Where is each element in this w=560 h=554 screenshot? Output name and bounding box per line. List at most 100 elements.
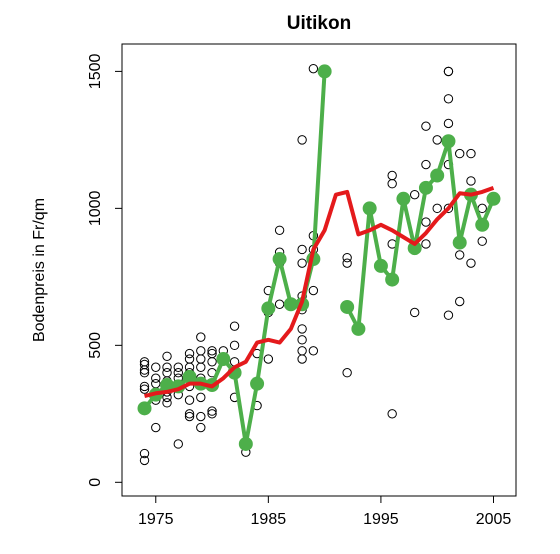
point [432,203,442,214]
line-marker [261,301,276,316]
point [421,239,431,249]
line-marker [418,180,433,195]
point [139,384,150,394]
x-tick-label: 1975 [138,511,174,528]
point [184,354,195,364]
point [173,439,183,449]
point [196,354,206,364]
point [184,411,195,422]
point [443,203,454,214]
point [229,321,240,331]
point [308,63,319,74]
point [421,217,431,227]
point [342,368,352,378]
point [342,258,352,268]
point [297,335,307,345]
point [455,250,465,260]
point [308,346,319,356]
point [196,411,206,422]
y-tick-label: 0 [87,478,104,487]
point [274,299,285,309]
point [162,351,172,361]
line-marker [238,436,253,451]
point [139,359,150,370]
point [308,285,319,296]
point [421,159,431,170]
point [207,409,217,419]
line-marker [216,352,231,367]
point [196,332,206,342]
point [263,354,274,364]
line-marker [250,376,265,391]
point [409,307,420,318]
point [466,148,476,159]
y-tick-label: 1500 [87,53,104,89]
x-tick-label: 2005 [476,511,512,528]
point [297,346,307,356]
line-marker [137,401,152,416]
point [151,362,161,372]
x-tick-label: 1985 [251,511,287,528]
line-marker [317,64,332,79]
point [466,258,476,268]
point [162,362,172,372]
line-marker [486,191,501,206]
point [184,409,195,419]
x-tick-label: 1995 [363,511,399,528]
point [297,354,307,364]
point [139,381,150,392]
y-axis-label: Bodenpreis in Fr/qm [31,198,48,342]
point [477,236,487,246]
point [151,373,161,383]
point [443,118,454,129]
point [139,455,150,466]
point [297,244,307,255]
point [297,324,307,334]
point [184,395,195,405]
point [466,176,476,186]
point [207,357,217,367]
line-marker [407,241,422,256]
point [297,258,307,268]
point [139,448,150,459]
point [196,346,206,356]
line-marker [272,252,287,267]
point [184,348,195,359]
y-tick-label: 1000 [87,190,104,226]
line-marker [362,201,377,216]
chart-title: Uitikon [287,13,351,34]
line-marker [475,217,490,232]
line [144,185,495,398]
point [196,362,206,372]
point [229,340,240,351]
point [409,189,420,200]
point [162,368,172,378]
line-marker [283,297,298,312]
line-marker [160,378,175,393]
point [196,392,206,403]
line-marker [351,321,366,336]
point [162,398,172,408]
point [387,179,397,189]
point [421,121,431,131]
line-marker [182,369,197,384]
line-marker [385,272,400,287]
y-tick-label: 500 [87,332,104,359]
point [455,148,465,159]
point [173,368,183,378]
point [443,310,454,320]
line-marker [452,235,467,250]
line-marker [441,134,456,149]
point [297,135,307,145]
point [207,348,217,359]
line-marker [396,191,411,206]
point [173,362,183,372]
point [207,406,217,416]
line-marker [430,168,445,183]
point [342,252,352,263]
point [432,135,442,145]
point [387,170,397,181]
point [443,66,454,77]
point [207,346,217,356]
